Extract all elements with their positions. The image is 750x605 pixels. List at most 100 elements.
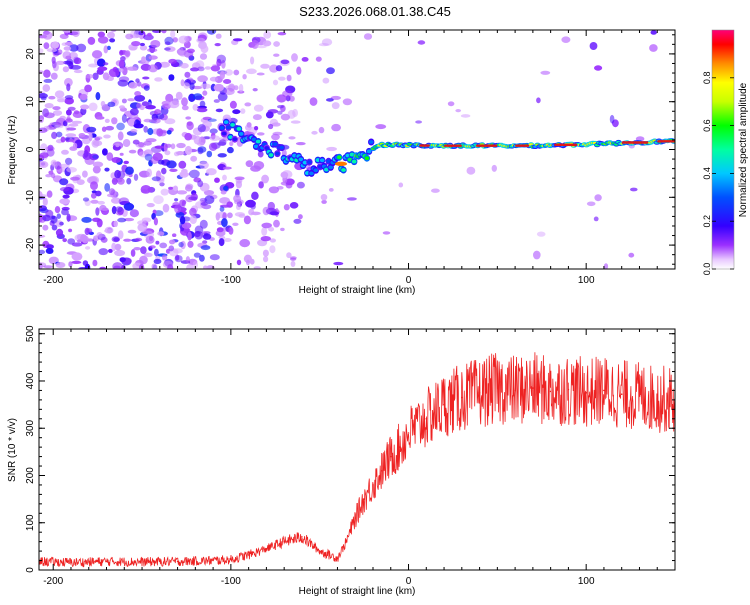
noise-speckle [104,167,110,172]
noise-speckle [179,216,186,225]
noise-speckle [66,213,71,222]
y-tick-label: 200 [25,467,36,484]
colorbar-tick-label: 0.6 [702,119,712,132]
y-tick-label: -10 [25,190,36,205]
noise-speckle [188,196,198,201]
noise-speckle [290,257,297,261]
noise-speckle [74,57,82,65]
noise-speckle [272,79,279,86]
noise-speckle [243,215,251,225]
noise-speckle [121,264,126,269]
noise-speckle [223,79,232,84]
noise-speckle [39,249,46,255]
noise-speckle [291,53,298,62]
noise-speckle [301,57,309,62]
noise-speckle [66,109,72,116]
noise-speckle [125,166,134,175]
noise-speckle [197,142,205,146]
noise-speckle [168,245,175,252]
noise-speckle [153,195,164,205]
noise-speckle [197,66,205,72]
signal-trace-core [230,122,236,127]
signal-peak [419,144,430,147]
noise-speckle [131,41,141,47]
noise-speckle [235,203,241,210]
noise-speckle [140,185,152,194]
noise-speckle [137,220,147,226]
noise-speckle [174,204,182,214]
snr-point [105,560,108,563]
signal-trace-core [366,149,372,154]
snr-point [363,498,365,500]
noise-speckle [251,211,261,216]
noise-speckle [111,206,117,215]
noise-speckle [143,125,148,133]
spectrogram-x-label: Height of straight line (km) [299,285,416,296]
noise-speckle [594,194,602,202]
y-tick-label: 500 [25,325,36,342]
noise-speckle [141,56,146,63]
noise-speckle [127,98,136,102]
noise-speckle [92,154,99,159]
noise-speckle [157,231,165,236]
noise-speckle [243,254,252,263]
noise-speckle [190,67,200,72]
snr-x-ticks: -200 -100 0 100 [43,329,676,587]
snr-point [301,536,303,538]
noise-speckle [269,238,276,243]
noise-speckle [42,214,51,222]
noise-speckle [82,137,91,145]
signal-trace-core [275,151,280,156]
noise-speckle [133,173,139,181]
noise-speckle [196,37,206,44]
noise-speckle [59,163,70,168]
signal-peak [621,141,649,144]
noise-speckle [239,239,251,248]
noise-speckle [115,143,120,148]
y-tick-label: 0 [25,567,36,573]
noise-speckle [80,104,90,110]
noise-speckle [363,33,373,40]
noise-speckle [64,77,73,87]
noise-speckle [49,122,59,126]
x-tick-label: -100 [221,576,241,587]
noise-speckle [115,206,123,213]
noise-speckle [104,183,111,192]
noise-speckle [84,263,91,269]
spectrogram-x-ticks: -200 -100 0 100 [43,30,676,286]
signal-peak [515,144,530,147]
noise-speckle [280,227,285,232]
noise-speckle [269,211,279,216]
figure-title: S233.2026.068.01.38.C45 [299,4,451,19]
noise-speckle [114,169,121,179]
noise-speckle [250,56,255,65]
noise-speckle [251,191,259,200]
noise-speckle [176,142,186,149]
noise-speckle [280,113,290,121]
colorbar-ticks: 0.0 0.2 0.4 0.6 0.8 [702,72,734,275]
noise-speckle [46,48,58,53]
noise-speckle [222,166,232,170]
noise-speckle [214,177,220,183]
noise-speckle [178,50,188,57]
noise-speckle [60,136,66,143]
signal-trace-core [368,140,374,144]
noise-speckle [59,187,70,192]
noise-speckle [257,150,264,158]
noise-speckle [128,82,138,89]
noise-speckle [81,216,92,223]
signal-trace-core [324,167,329,172]
noise-speckle [262,40,272,47]
noise-speckle [121,98,127,104]
noise-speckle [150,40,161,48]
noise-speckle [229,100,237,109]
noise-speckle [92,217,101,222]
noise-speckle [232,222,239,226]
noise-speckle [268,226,275,232]
snr-point [247,554,250,556]
noise-speckle [43,42,50,50]
noise-speckle [167,264,174,269]
noise-speckle [92,72,99,81]
noise-speckle [161,30,167,34]
